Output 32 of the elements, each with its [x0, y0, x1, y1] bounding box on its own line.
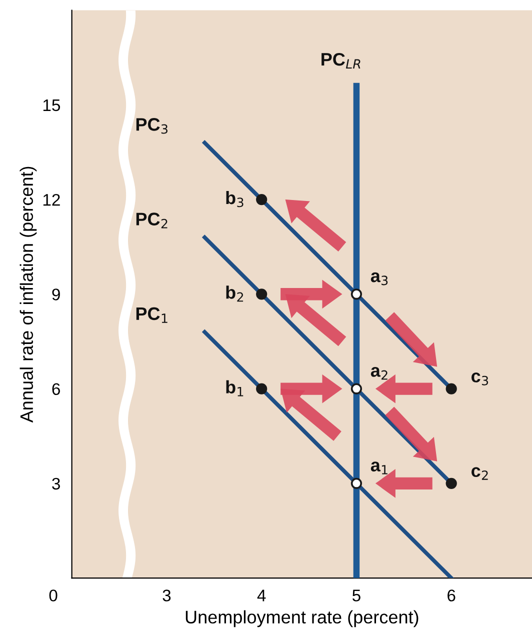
y-tick-label: 12 [43, 194, 60, 206]
annotation: PC$_{LR}$ [322, 52, 360, 69]
point [350, 383, 362, 394]
point [256, 288, 268, 300]
annotation: a$_{1}$ [370, 462, 388, 474]
point [256, 383, 268, 394]
text: 0 [49, 590, 58, 602]
annotation: a$_{3}$ [370, 272, 388, 286]
y-tick-label: 6 [52, 383, 60, 396]
x-tick-label: 3 [162, 590, 171, 602]
annotation: c$_{2}$ [472, 467, 488, 480]
point [350, 478, 362, 489]
x-axis-title: Unemployment rate (percent) [186, 610, 418, 628]
point [350, 288, 362, 300]
point [446, 478, 457, 489]
x-tick-label: 4 [257, 590, 266, 602]
annotation: b$_{2}$ [226, 286, 244, 302]
y-tick-label: 3 [52, 478, 60, 490]
y-tick-label: 9 [52, 288, 60, 300]
x-tick-label: 5 [352, 590, 360, 602]
annotation: a$_{2}$ [370, 366, 388, 380]
annotation: b$_{1}$ [226, 380, 244, 396]
point [446, 383, 457, 394]
annotation: PC$_{1}$ [136, 307, 168, 323]
y-axis-title: Annual rate of inflation (percent) [20, 166, 37, 423]
annotation: c$_{3}$ [472, 372, 488, 386]
annotation: PC$_{3}$ [136, 118, 168, 134]
y-tick-label: 15 [43, 99, 60, 112]
annotation: b$_{3}$ [226, 190, 244, 208]
x-tick-label: 6 [448, 590, 456, 602]
annotation: PC$_{2}$ [136, 212, 168, 228]
point [256, 194, 268, 206]
